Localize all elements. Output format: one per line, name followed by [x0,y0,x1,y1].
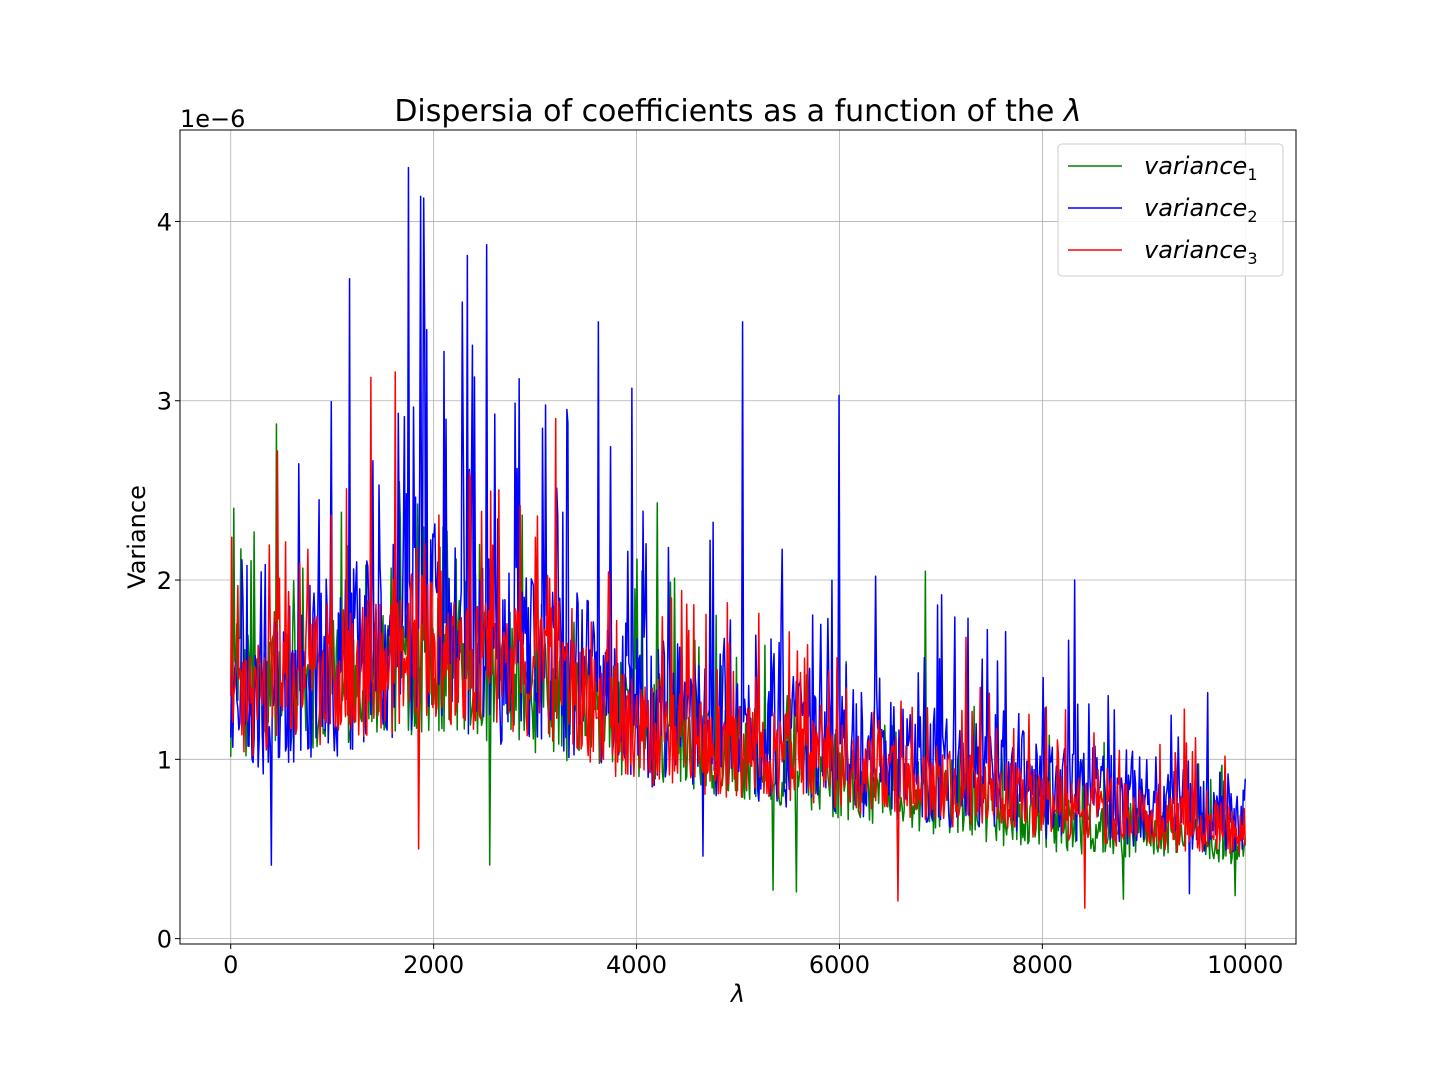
y-tick-label: 4 [157,208,172,236]
y-tick-label: 2 [157,567,172,595]
legend-box [1057,143,1284,277]
legend-label: variance1 [1144,152,1258,184]
series-lines [229,166,1247,909]
x-tick-label: 0 [223,951,238,979]
y-tick-label: 3 [157,388,172,416]
legend-label: variance2 [1144,194,1258,226]
x-tick-label: 10000 [1207,951,1283,979]
y-axis: 0 1 2 3 4 [157,208,180,954]
chart-title: Dispersia of coefficients as a function … [394,94,1081,129]
x-axis: 0 2000 4000 6000 8000 10000 [223,944,1283,979]
x-tick-label: 2000 [403,951,464,979]
plot-frame [179,129,1297,945]
x-tick-label: 6000 [809,951,870,979]
legend: variance1 variance2 variance3 [1057,143,1284,277]
series-line-variance-3 [229,371,1247,909]
x-axis-label: λ [729,980,745,1008]
x-tick-label: 4000 [606,951,667,979]
legend-label: variance3 [1144,236,1258,268]
y-offset-label: 1e−6 [180,105,245,133]
y-axis-label: Variance [123,485,151,589]
y-tick-label: 1 [157,746,172,774]
x-tick-label: 8000 [1012,951,1073,979]
y-tick-label: 0 [157,926,172,954]
